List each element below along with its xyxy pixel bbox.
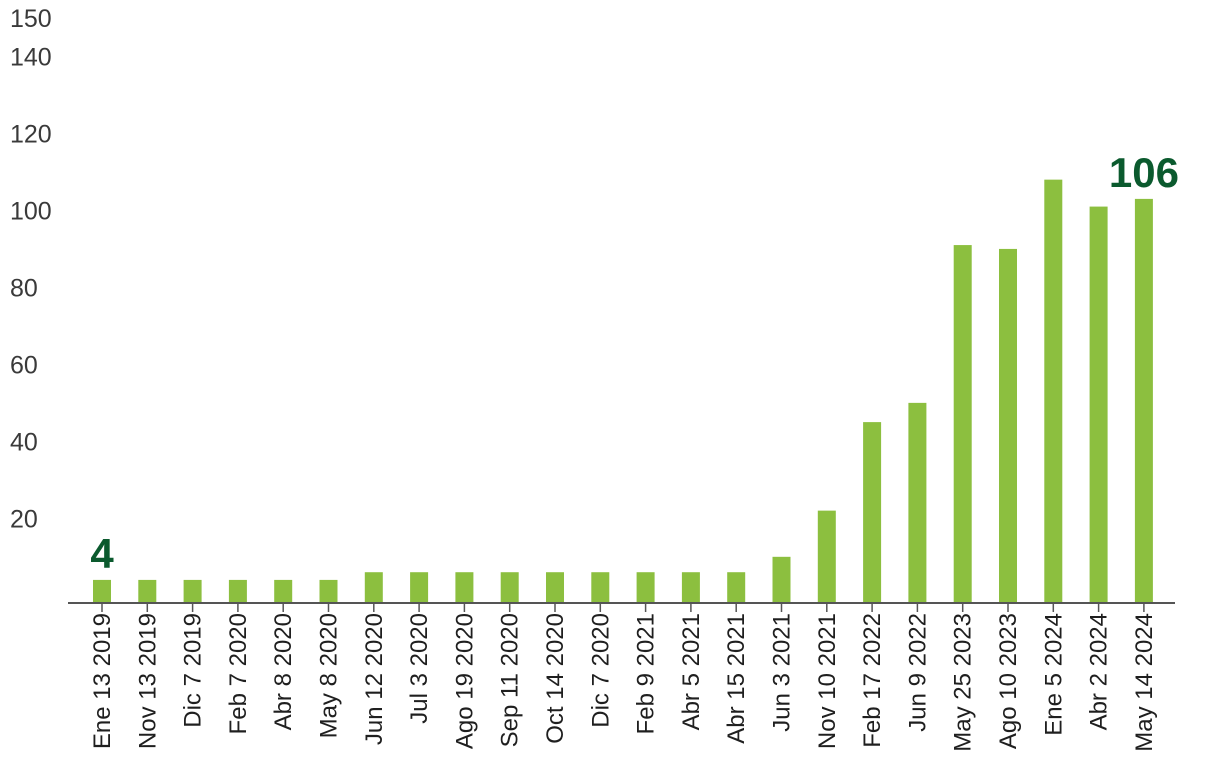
x-tick-label: Oct 14 2020 bbox=[542, 613, 569, 744]
x-tick-label: Feb 17 2022 bbox=[859, 613, 886, 748]
x-tick-label: Sep 11 2020 bbox=[497, 613, 524, 747]
x-tick-label: Dic 7 2019 bbox=[180, 613, 207, 728]
x-tick-label: Jun 9 2022 bbox=[904, 613, 931, 732]
x-tick-label: Jun 12 2020 bbox=[361, 613, 388, 745]
x-tick-label: May 14 2024 bbox=[1131, 613, 1158, 752]
x-tick-label: Ago 10 2023 bbox=[995, 613, 1022, 749]
x-tick-label: May 25 2023 bbox=[950, 613, 977, 752]
data-labels: 4 106 bbox=[90, 149, 1179, 577]
bar bbox=[500, 572, 519, 603]
x-tick-label: Feb 7 2020 bbox=[225, 613, 252, 734]
bar bbox=[1134, 198, 1153, 603]
data-label: 106 bbox=[1109, 149, 1179, 196]
x-tick-label: Abr 8 2020 bbox=[270, 613, 297, 730]
x-tick-label: Abr 2 2024 bbox=[1086, 613, 1113, 730]
x-tick-label: Ene 5 2024 bbox=[1040, 613, 1067, 736]
x-tick-label: Jun 3 2021 bbox=[769, 613, 796, 732]
x-tick-label: Abr 5 2021 bbox=[678, 613, 705, 730]
bar bbox=[953, 245, 972, 603]
bar bbox=[863, 422, 882, 603]
bar bbox=[908, 402, 927, 603]
y-tick-label: 20 bbox=[10, 505, 38, 533]
bar bbox=[1089, 206, 1108, 604]
bar bbox=[636, 572, 655, 603]
x-axis-ticks: Ene 13 2019 Nov 13 2019 Dic 7 2019 Feb 7 20… bbox=[89, 603, 1158, 752]
x-tick-label: Jul 3 2020 bbox=[406, 613, 433, 724]
bar bbox=[591, 572, 610, 603]
bar bbox=[364, 572, 383, 603]
bar bbox=[319, 579, 338, 603]
x-tick-label: May 8 2020 bbox=[316, 613, 343, 738]
y-tick-label: 60 bbox=[10, 351, 38, 379]
x-tick-label: Abr 15 2021 bbox=[723, 613, 750, 744]
bar bbox=[817, 510, 836, 603]
x-tick-label: Dic 7 2020 bbox=[587, 613, 614, 728]
bar bbox=[93, 579, 111, 603]
y-axis-ticks: 20 40 60 80 100 120 140 150 bbox=[10, 5, 52, 533]
y-tick-label: 40 bbox=[10, 428, 38, 456]
data-label: 4 bbox=[90, 530, 114, 577]
bar bbox=[455, 572, 474, 603]
y-tick-label: 150 bbox=[10, 5, 52, 33]
bar bbox=[138, 579, 157, 603]
bar bbox=[727, 572, 746, 603]
bar bbox=[999, 248, 1017, 603]
x-tick-label: Ago 19 2020 bbox=[451, 613, 478, 749]
y-tick-label: 120 bbox=[10, 120, 52, 148]
bar bbox=[1044, 179, 1063, 604]
y-tick-label: 140 bbox=[10, 43, 52, 71]
bar bbox=[772, 556, 791, 603]
x-tick-label: Feb 9 2021 bbox=[633, 613, 660, 734]
y-tick-label: 80 bbox=[10, 274, 38, 302]
bar bbox=[681, 572, 700, 603]
bar bbox=[228, 579, 247, 603]
bar bbox=[546, 572, 564, 603]
x-tick-label: Nov 10 2021 bbox=[814, 613, 841, 749]
y-tick-label: 100 bbox=[10, 197, 52, 225]
x-tick-label: Ene 13 2019 bbox=[89, 613, 116, 749]
bar bbox=[410, 572, 429, 603]
bars bbox=[93, 179, 1153, 604]
bar bbox=[274, 579, 293, 603]
bar bbox=[183, 579, 202, 603]
x-tick-label: Nov 13 2019 bbox=[134, 613, 161, 749]
